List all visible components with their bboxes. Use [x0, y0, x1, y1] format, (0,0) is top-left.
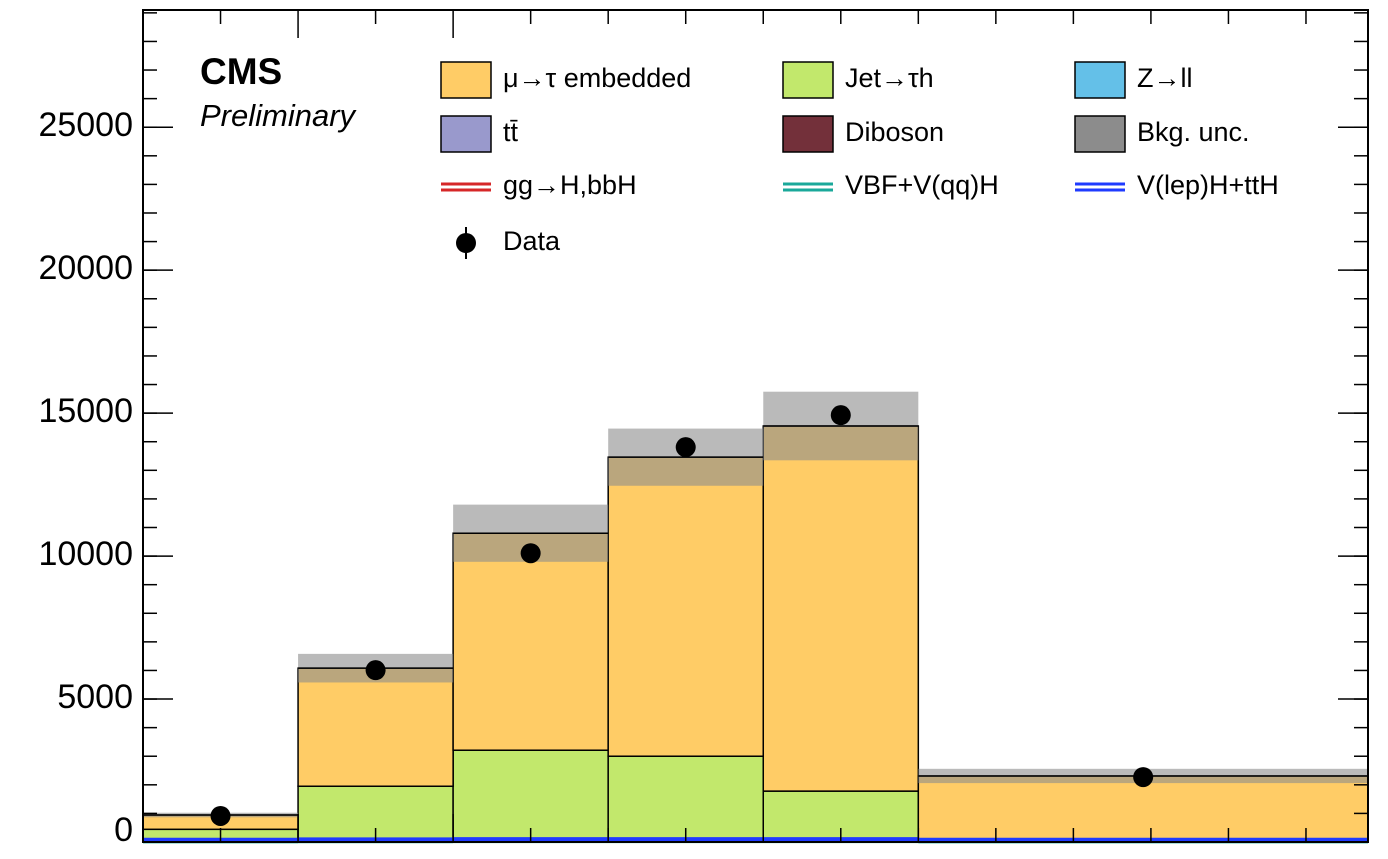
legend-label: Data	[503, 226, 561, 256]
data-point	[675, 437, 696, 458]
legend-label: Diboson	[845, 117, 944, 147]
legend-label: Z→ll	[1137, 63, 1193, 93]
legend-label: tt̄	[503, 117, 519, 147]
data-point	[210, 805, 231, 826]
legend-label: Bkg. unc.	[1137, 117, 1250, 147]
y-tick-label: 10000	[38, 535, 133, 573]
data-point	[830, 405, 851, 426]
y-tick-label: 20000	[38, 249, 133, 287]
data-point	[1133, 767, 1154, 788]
legend-label: gg→H,bbH	[503, 170, 637, 200]
legend-swatch	[440, 115, 492, 153]
legend-swatch	[456, 233, 476, 253]
data-point	[365, 660, 386, 681]
legend-label: V(lep)H+ttH	[1137, 170, 1279, 200]
legend-label: Jet→τh	[845, 63, 934, 93]
stack-bar	[607, 755, 765, 842]
y-tick-label: 15000	[38, 392, 133, 430]
stack-bar	[607, 456, 765, 757]
stack-bar	[452, 532, 609, 751]
legend-swatch	[440, 61, 492, 99]
plot-frame	[142, 9, 1369, 843]
stack-bar	[452, 749, 609, 842]
stack-bar	[297, 667, 454, 787]
legend-swatch	[782, 61, 834, 99]
y-tick-label: 0	[114, 811, 133, 849]
y-tick-label: 25000	[38, 106, 133, 144]
legend-swatch	[1074, 115, 1126, 153]
legend-swatch	[782, 115, 834, 153]
data-point	[520, 543, 541, 564]
experiment-label: CMS	[200, 51, 282, 92]
status-label: Preliminary	[200, 98, 358, 133]
legend-label: μ→τ embedded	[503, 63, 691, 93]
stack-bar	[762, 425, 920, 792]
y-tick-label: 5000	[57, 678, 133, 716]
legend-swatch	[1074, 61, 1126, 99]
legend-label: VBF+V(qq)H	[845, 170, 999, 200]
